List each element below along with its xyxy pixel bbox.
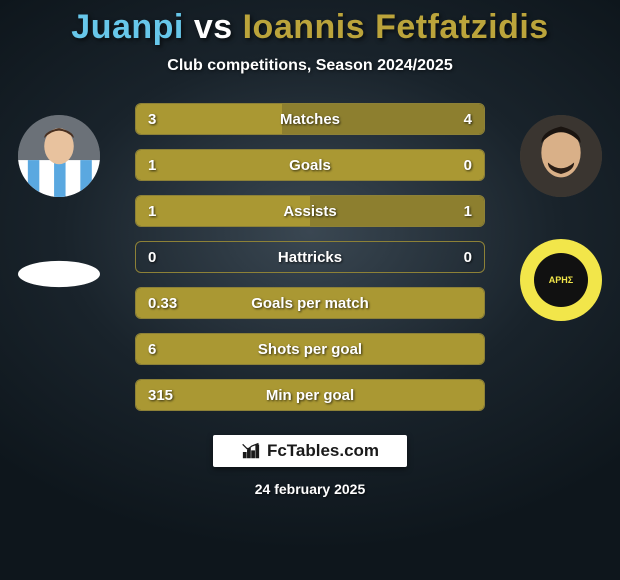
date-text: 24 february 2025: [255, 481, 366, 497]
stat-label: Min per goal: [266, 387, 354, 404]
stat-value-left: 6: [148, 341, 188, 358]
stat-row: 0.33 Goals per match: [135, 287, 485, 319]
stat-value-right: 0: [432, 157, 472, 174]
subtitle: Club competitions, Season 2024/2025: [167, 57, 452, 75]
stat-value-left: 315: [148, 387, 188, 404]
player1-name: Juanpi: [71, 8, 184, 46]
club-right-text: ΑΡΗΣ: [534, 253, 588, 307]
stat-row: 0 Hattricks 0: [135, 241, 485, 273]
player2-avatar: [520, 115, 602, 197]
player2-club-badge: ΑΡΗΣ: [520, 239, 602, 321]
stat-row: 1 Goals 0: [135, 149, 485, 181]
stats-area: ΑΡΗΣ 3 Matches 4 1 Goals 0 1 Assists 1 0 Hattricks…: [0, 103, 620, 411]
stat-label: Assists: [283, 203, 336, 220]
player1-avatar: [18, 115, 100, 197]
stat-value-right: 1: [432, 203, 472, 220]
stat-rows: 3 Matches 4 1 Goals 0 1 Assists 1 0 Hattricks 0 0.33…: [135, 103, 485, 411]
fctables-logo: FcTables.com: [213, 435, 407, 467]
stat-value-left: 0.33: [148, 295, 188, 312]
stat-value-left: 1: [148, 157, 188, 174]
player2-name: Ioannis Fetfatzidis: [243, 8, 549, 46]
vs-text: vs: [194, 8, 233, 46]
stat-row: 315 Min per goal: [135, 379, 485, 411]
stat-label: Goals: [289, 157, 331, 174]
stat-label: Hattricks: [278, 249, 342, 266]
stat-row: 1 Assists 1: [135, 195, 485, 227]
stat-row: 3 Matches 4: [135, 103, 485, 135]
stat-value-left: 3: [148, 111, 188, 128]
stat-label: Goals per match: [251, 295, 369, 312]
chart-icon: [241, 441, 261, 461]
stat-value-right: 4: [432, 111, 472, 128]
stat-value-left: 0: [148, 249, 188, 266]
stat-row: 6 Shots per goal: [135, 333, 485, 365]
stat-value-right: 0: [432, 249, 472, 266]
logo-text: FcTables.com: [267, 441, 379, 461]
stat-value-left: 1: [148, 203, 188, 220]
stat-label: Matches: [280, 111, 340, 128]
comparison-title: Juanpi vs Ioannis Fetfatzidis: [71, 8, 548, 47]
player1-club-badge: [18, 261, 100, 287]
stat-label: Shots per goal: [258, 341, 362, 358]
